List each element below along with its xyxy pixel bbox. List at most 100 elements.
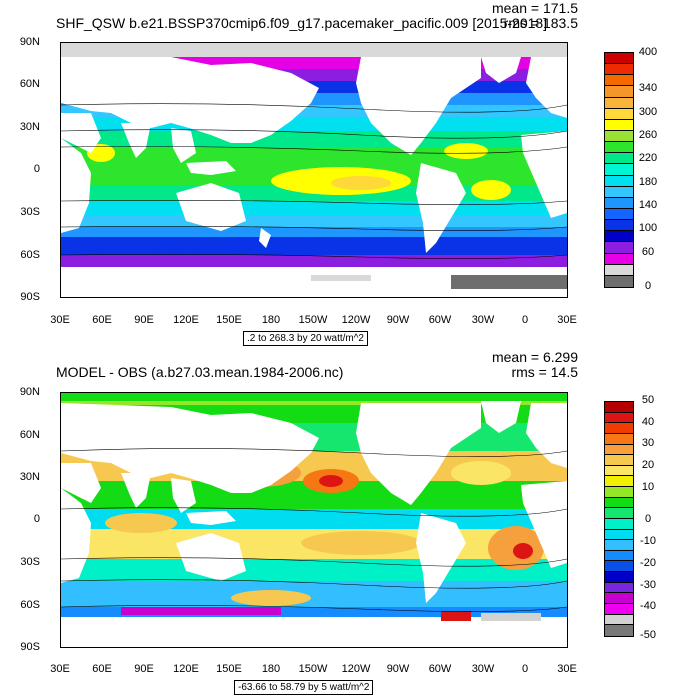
colorbar-swatch [605,86,633,98]
patch [301,531,421,555]
colorbar-swatch [605,108,633,120]
polar-grey [451,275,567,289]
colorbar-swatch [605,142,633,154]
band [61,201,567,215]
lat-label: 90S [20,291,40,303]
land-greenland [481,57,521,83]
contour-lines [61,448,567,612]
colorbar-swatch [605,625,633,636]
land-europe [526,403,567,468]
lon-label: 90E [134,314,154,326]
top-rms-stat: rms = 183.5 [503,15,578,31]
lat-label: 60N [19,429,40,441]
colorbar-label: 20 [641,459,655,471]
land-south-america [416,513,466,603]
colorbar-swatch [605,561,633,572]
lon-label: 60W [428,314,452,326]
colorbar-swatch [605,242,633,254]
land-arabia [61,463,101,503]
colorbar-label: -30 [640,579,656,591]
colorbar-label: 0 [644,280,652,292]
colorbar-label: 140 [638,199,658,211]
lon-label: 120W [341,663,371,675]
colorbar-label: 60 [641,246,655,258]
contour [61,103,567,113]
land-eurasia [61,403,319,493]
colorbar-label: 300 [638,106,658,118]
contour [61,579,567,589]
colorbar-swatch [605,455,633,466]
land-india [121,473,151,508]
land-west-africa [521,131,567,218]
top-mean-stat: mean = 171.5 [491,0,578,16]
colorbar-swatch [605,130,633,143]
lon-label: 180 [261,663,281,675]
lat-label: 0 [33,163,40,175]
colorbar-label: 10 [641,481,655,493]
top-map-svg [61,43,567,297]
patch [451,461,511,485]
contour [61,448,567,457]
land-indonesia [186,161,236,175]
lat-label: 60S [20,249,40,261]
colorbar-swatch [605,97,633,109]
contour [61,226,567,231]
top-map-plot [60,42,568,298]
land-antarctica [61,619,567,647]
land-north-america [356,57,481,155]
colorbar-swatch [605,423,633,434]
colorbar-label: 50 [641,394,655,406]
lat-label: 30S [20,556,40,568]
colorbar-swatch [605,593,633,604]
colorbar-label: 40 [641,416,655,428]
colorbar-swatch [605,220,633,232]
land-australia [176,183,246,231]
land-eurasia [61,57,319,143]
contour-info-box: .2 to 268.3 by 20 watt/m^2 [243,331,368,346]
band [61,43,567,57]
colorbar-swatch [605,476,633,487]
lat-label: 30N [19,121,40,133]
lat-label: 90S [20,641,40,653]
bottom-mean-stat: mean = 6.299 [491,349,578,365]
patch [105,513,177,533]
band [61,227,567,237]
colorbar-swatch [605,264,633,276]
land-africa [61,488,91,583]
colorbar-label: -10 [640,535,656,547]
lon-label: 30E [50,663,70,675]
colorbar-swatch [605,518,633,530]
lon-label: 30E [50,314,70,326]
colorbar-swatch [605,164,633,176]
top-map-panel: SHF_QSW b.e21.BSSP370cmip6.f09_g17.pacem… [19,0,658,346]
contour-lines [61,103,567,259]
top-colorbar [604,52,634,288]
patch [513,543,533,559]
colorbar-swatch [605,540,633,551]
lat-label: 90N [19,36,40,48]
arctic-strip [61,393,567,401]
colorbar-swatch [605,275,633,287]
land-newzealand [259,228,271,248]
lat-label: 90N [19,386,40,398]
colorbar-swatch [605,175,633,187]
colorbar-swatch [605,412,633,424]
colorbar-swatch [605,186,633,198]
patch [471,180,511,200]
bottom-map-title: MODEL - OBS (a.b27.03.mean.1984-2006.nc) [56,364,344,380]
lon-label: 0 [521,314,529,326]
land-greenland [481,401,521,433]
colorbar-swatch [605,550,633,562]
band [61,215,567,227]
colorbar-swatch [605,119,633,131]
colorbar-swatch [605,465,633,477]
colorbar-swatch [605,529,633,541]
colorbar-swatch [605,75,633,87]
lat-label: 30S [20,206,40,218]
colorbar-label: 30 [641,437,655,449]
colorbar-swatch [605,487,633,498]
lon-label: 30W [471,663,495,675]
land-indonesia [186,511,236,525]
colorbar-swatch [605,497,633,509]
lat-label: 60N [19,78,40,90]
